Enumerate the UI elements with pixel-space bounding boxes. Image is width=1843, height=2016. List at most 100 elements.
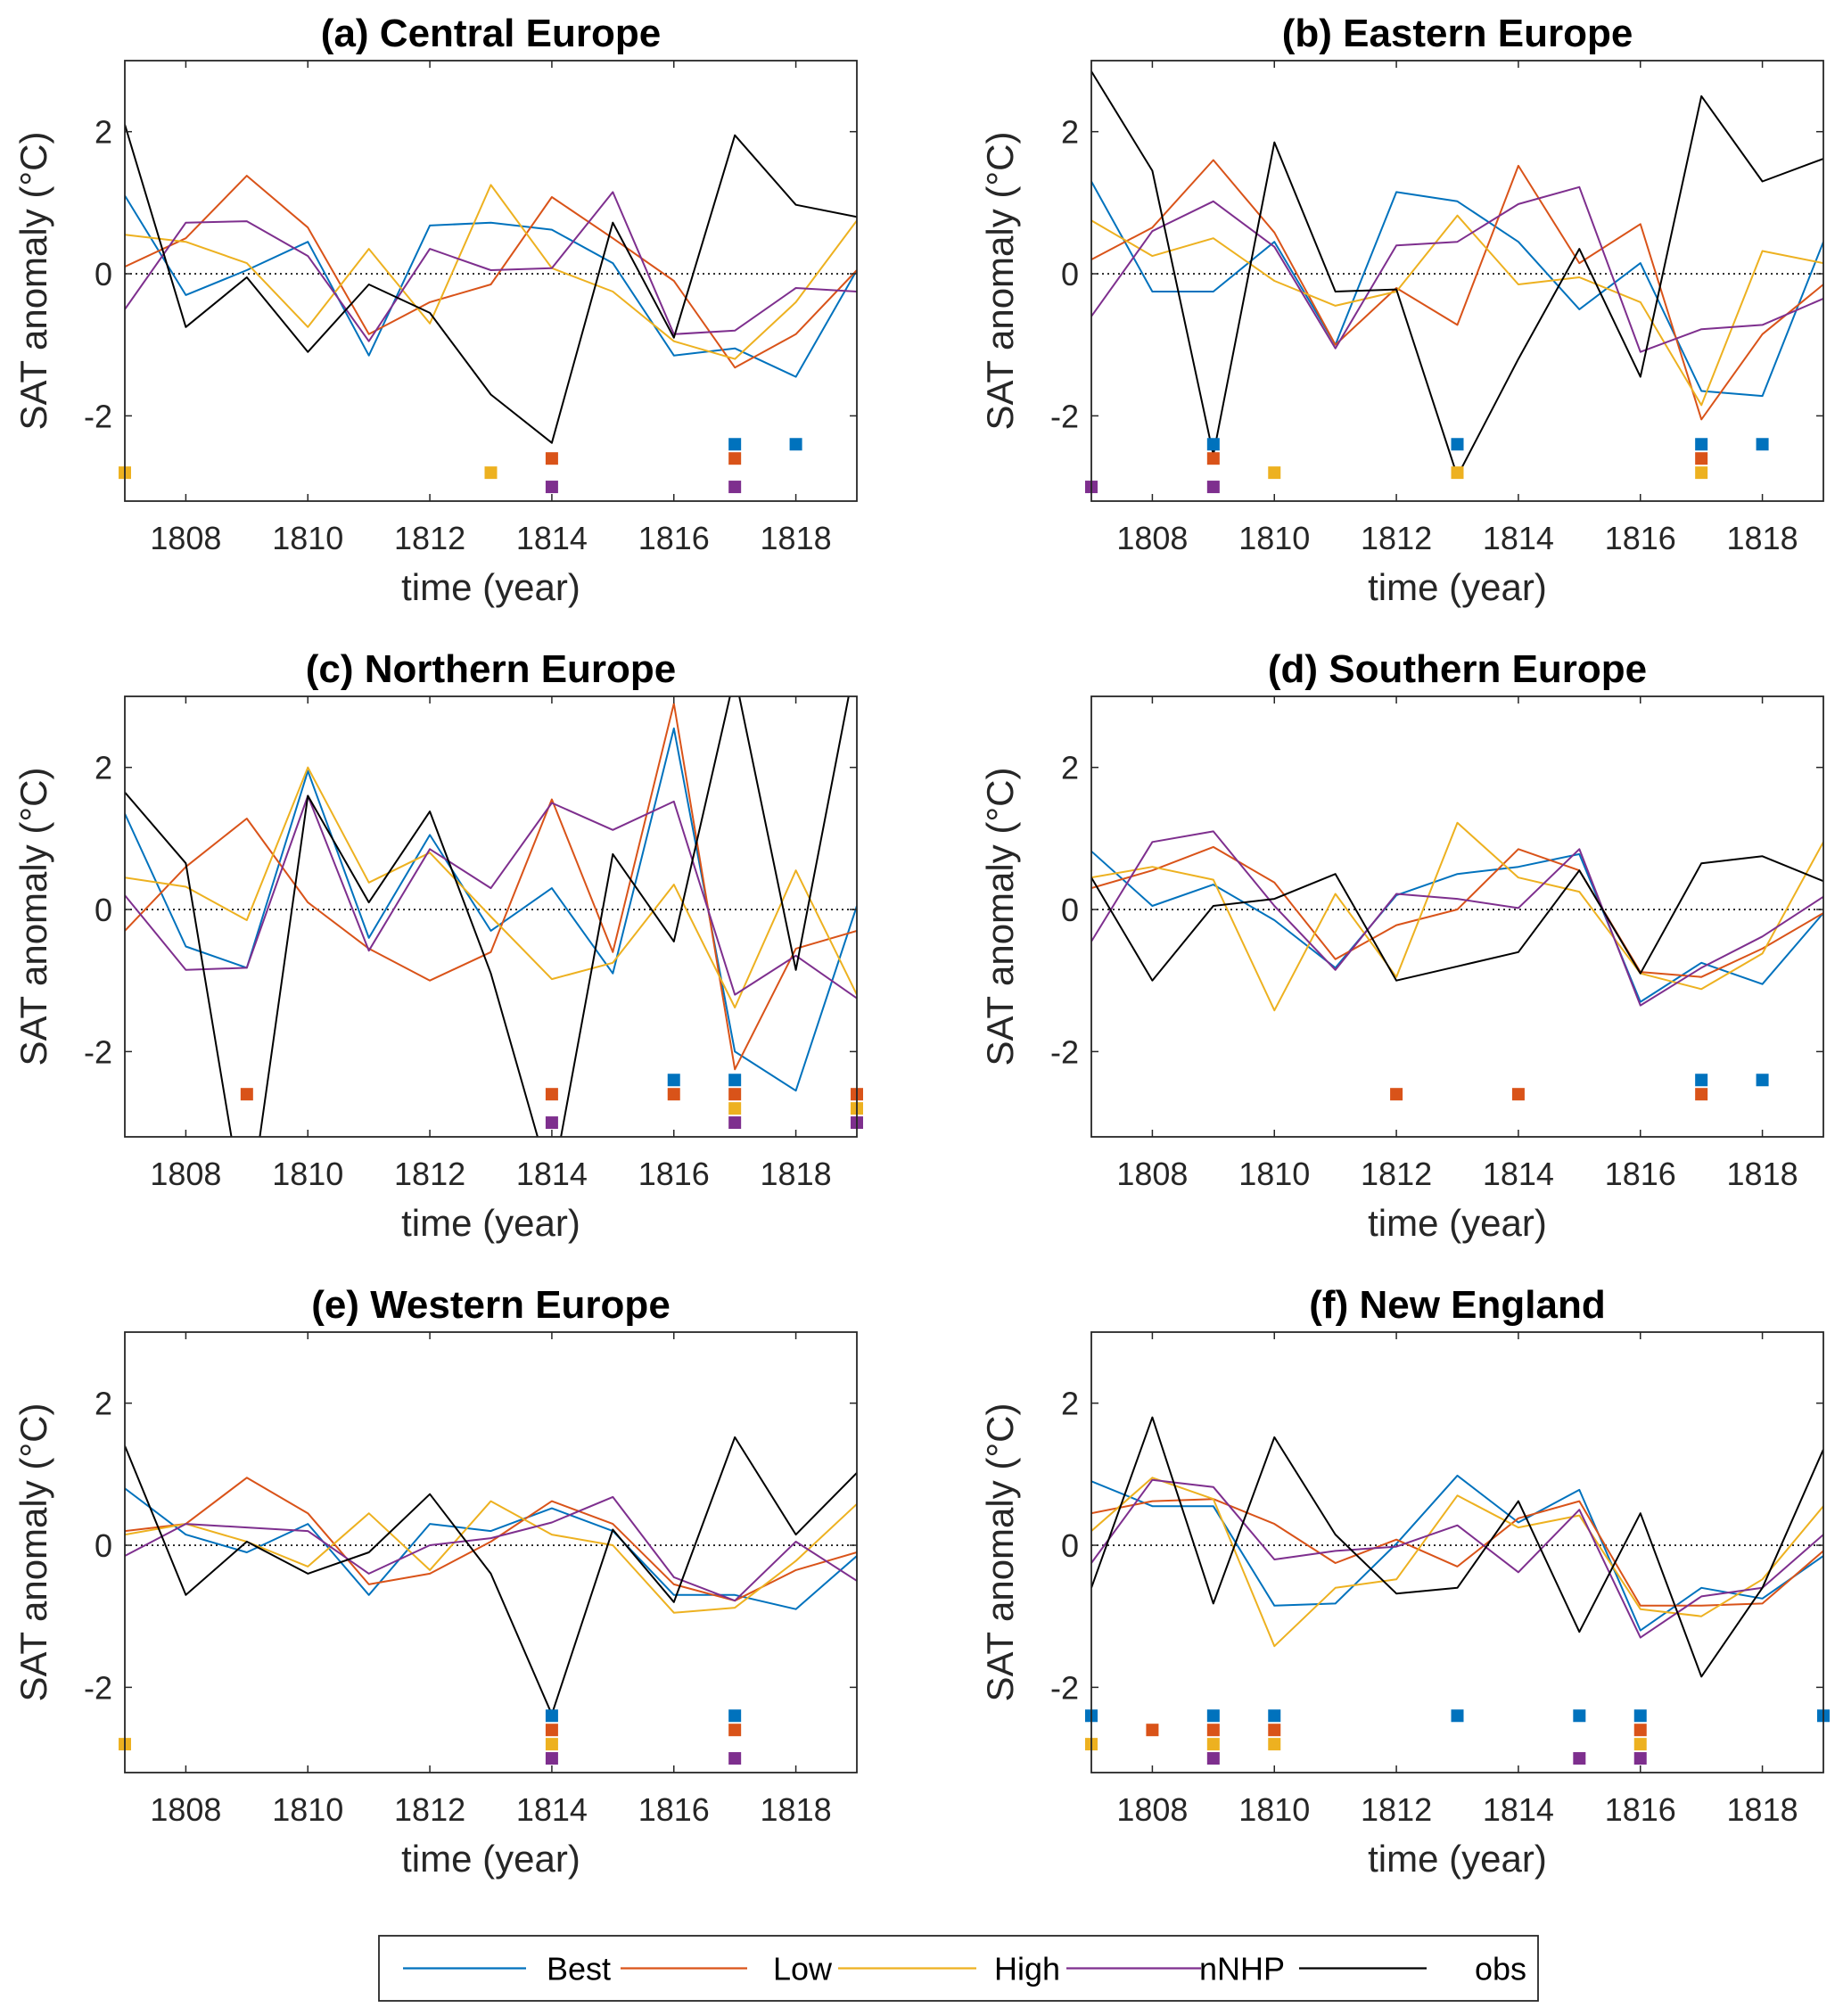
panels: 1808 1810 1812 1814 1816 1818 -2 0 2 (a) Central … (12, 12, 1830, 1880)
series-line-obs (1091, 855, 1823, 982)
y-tick-label-2: 2 (1061, 750, 1079, 786)
series-line-nnhp (1091, 830, 1823, 1007)
marker-best-1813 (1451, 438, 1464, 451)
x-tick-label-1812: 1812 (394, 1156, 465, 1192)
marker-high-1809 (1206, 1738, 1220, 1751)
plot-contents (1091, 1416, 1823, 1678)
marker-nnhp-1814 (545, 1116, 558, 1130)
marker-low-1817 (728, 452, 742, 465)
series-line-low (125, 175, 857, 369)
plot-contents (125, 1436, 857, 1716)
x-tick-label-1818: 1818 (1727, 1791, 1798, 1828)
x-axis-label: time (year) (1368, 1838, 1547, 1880)
marker-high-1817 (728, 1102, 742, 1115)
series-line-best (1091, 1474, 1823, 1632)
marker-best-1817 (1695, 438, 1708, 451)
x-tick-label-1808: 1808 (1116, 1156, 1188, 1192)
marker-nnhp-1809 (1206, 481, 1220, 494)
x-tick-label-1818: 1818 (1727, 520, 1798, 556)
y-axis-label: SAT anomaly (°C) (979, 132, 1021, 431)
x-axis-label: time (year) (401, 1202, 580, 1244)
x-axis-label: time (year) (1368, 566, 1547, 608)
x-tick-label-1816: 1816 (1605, 1156, 1676, 1192)
axes-frame (124, 60, 858, 502)
y-tick-label-0: 0 (95, 892, 112, 928)
marker-best-1817 (1695, 1074, 1708, 1087)
panel-northern-europe: 1808 1810 1812 1814 1816 1818 -2 0 2 (c) Northern… (12, 647, 863, 1244)
series-line-low (125, 703, 857, 1071)
marker-high-1813 (1451, 466, 1464, 480)
x-tick-label-1814: 1814 (1483, 1791, 1554, 1828)
plot-contents (125, 124, 857, 444)
series-line-nnhp (1091, 1478, 1823, 1639)
marker-best-1818 (789, 438, 802, 451)
legend-label-nnhp: nNHP (1199, 1951, 1285, 1987)
marker-low-1816 (1633, 1724, 1647, 1737)
axes-frame (124, 695, 858, 1138)
y-axis-label: SAT anomaly (°C) (12, 768, 54, 1066)
marker-nnhp-1817 (728, 1116, 742, 1130)
legend-entry-best: Best (403, 1951, 611, 1987)
series-line-low (1091, 845, 1823, 978)
marker-low-1814 (545, 1088, 558, 1101)
y-tick-label--2: -2 (1050, 1033, 1079, 1070)
y-tick-label--2: -2 (84, 398, 112, 434)
x-tick-label-1816: 1816 (1605, 1791, 1676, 1828)
x-axis-label: time (year) (1368, 1202, 1547, 1244)
marker-high-1810 (1268, 466, 1281, 480)
marker-low-1814 (1511, 1088, 1525, 1101)
x-tick-label-1816: 1816 (638, 1791, 710, 1828)
panel-new-england: 1808 1810 1812 1814 1816 1818 -2 0 2 (f) New Engl… (979, 1283, 1830, 1880)
y-tick-label-2: 2 (95, 750, 112, 786)
series-line-best (125, 1487, 857, 1610)
x-tick-label-1812: 1812 (1361, 1156, 1432, 1192)
axes-frame (1090, 695, 1824, 1138)
marker-nnhp-1817 (728, 481, 742, 494)
y-tick-label--2: -2 (1050, 398, 1079, 434)
axes-frame (124, 1331, 858, 1773)
x-tick-label-1812: 1812 (1361, 520, 1432, 556)
series-line-high (1091, 1477, 1823, 1648)
y-tick-label--2: -2 (84, 1033, 112, 1070)
x-tick-label-1818: 1818 (761, 1791, 832, 1828)
marker-nnhp-1815 (1573, 1752, 1586, 1765)
marker-best-1809 (1206, 1709, 1220, 1723)
series-line-nnhp (1091, 185, 1823, 353)
x-tick-label-1810: 1810 (272, 1156, 343, 1192)
marker-best-1816 (1633, 1709, 1647, 1723)
series-line-high (1091, 214, 1823, 407)
axes-frame (1090, 1331, 1824, 1773)
y-tick-label--2: -2 (1050, 1669, 1079, 1706)
series-line-best (1091, 850, 1823, 1003)
marker-best-1817 (728, 1709, 742, 1723)
panel-title: (f) New England (1309, 1283, 1605, 1327)
marker-low-1814 (545, 1724, 558, 1737)
plot-area (1091, 696, 1823, 1137)
marker-low-1809 (1206, 1724, 1220, 1737)
plot-contents (1091, 70, 1823, 478)
x-tick-label-1812: 1812 (394, 520, 465, 556)
legend-entry-low: Low (621, 1951, 833, 1987)
y-tick-label-0: 0 (95, 256, 112, 292)
marker-high-1810 (1268, 1738, 1281, 1751)
marker-best-1818 (1756, 1074, 1769, 1087)
y-axis-label: SAT anomaly (°C) (12, 132, 54, 431)
x-tick-label-1818: 1818 (1727, 1156, 1798, 1192)
y-tick-label-0: 0 (1061, 1527, 1079, 1564)
marker-best-1814 (545, 1709, 558, 1723)
marker-high-1816 (1633, 1738, 1647, 1751)
plot-area (125, 61, 857, 501)
marker-best-1817 (728, 438, 742, 451)
x-tick-label-1808: 1808 (1116, 520, 1188, 556)
marker-low-1817 (728, 1724, 742, 1737)
series-line-obs (1091, 1416, 1823, 1678)
x-tick-label-1816: 1816 (638, 520, 710, 556)
y-axis-label: SAT anomaly (°C) (979, 1403, 1021, 1702)
marker-best-1809 (1206, 438, 1220, 451)
marker-high-1814 (545, 1738, 558, 1751)
series-line-high (125, 766, 857, 1008)
plot-contents (125, 696, 857, 1137)
marker-low-1810 (1268, 1724, 1281, 1737)
x-tick-label-1808: 1808 (150, 1791, 221, 1828)
